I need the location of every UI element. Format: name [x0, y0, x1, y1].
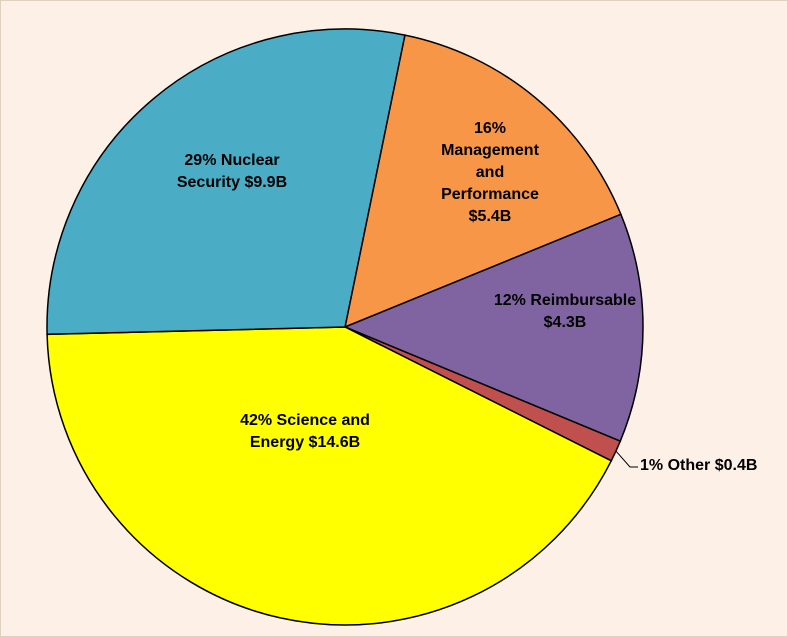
- value-label: $0.4B: [714, 457, 758, 474]
- percent-label: 42%: [240, 412, 273, 429]
- percent-label: 16%: [473, 120, 507, 137]
- value-label: $4.3B: [543, 314, 587, 331]
- category-label: Other: [667, 457, 711, 474]
- pie-slice: [46, 28, 406, 336]
- percent-label: 29%: [184, 152, 217, 169]
- leader-line: [615, 450, 638, 468]
- slice-label: 16% Management and Performance $5.4B: [425, 118, 555, 228]
- category-label: Reimbursable: [530, 292, 637, 309]
- category-label: Nuclear Security: [176, 152, 280, 191]
- value-label: $5.4B: [468, 208, 512, 225]
- pie-slice: [46, 326, 613, 626]
- value-label: $14.6B: [308, 434, 361, 451]
- slice-label: 29% Nuclear Security $9.9B: [157, 150, 307, 194]
- slice-label: 12% Reimbursable $4.3B: [490, 290, 640, 334]
- slice-label: 42% Science and Energy $14.6B: [220, 410, 390, 454]
- percent-label: 1%: [640, 457, 664, 474]
- slice-label: 1% Other $0.4B: [640, 455, 758, 477]
- pie-slice: [343, 34, 622, 329]
- percent-label: 12%: [493, 292, 526, 309]
- pie-slice: [343, 213, 644, 443]
- value-label: $9.9B: [244, 174, 288, 191]
- category-label: Management and Performance: [441, 142, 539, 203]
- category-label: Science and Energy: [249, 412, 370, 451]
